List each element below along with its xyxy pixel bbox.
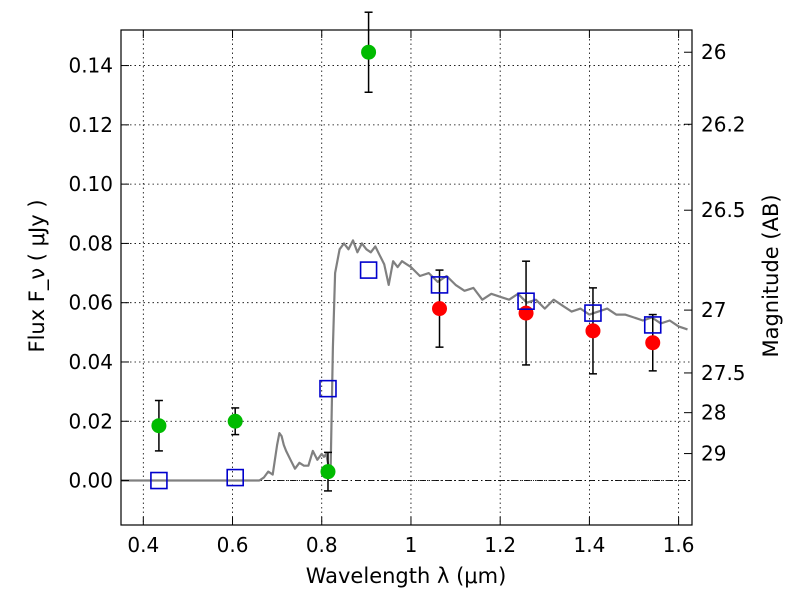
y-axis-title: Flux F_ν ( μJy ): [25, 199, 50, 352]
x-tick-label: 0.4: [127, 533, 159, 557]
x-tick-label: 0.8: [306, 533, 338, 557]
data-point-square: [430, 276, 449, 294]
y2-tick-label: 26.5: [701, 198, 746, 222]
x-tick-label: 1.4: [573, 533, 605, 557]
data-point-circle: [585, 323, 601, 339]
data-point-square: [584, 304, 602, 322]
x-tick-label: 1.6: [663, 533, 695, 557]
data-point-square: [150, 471, 168, 490]
tick-labels: 0.4 0.6 0.8 1 1.2 1.4 1.6 0.00 0.02 0.04 0.06 0.08 0…: [68, 40, 745, 557]
y2-tick-label: 26: [701, 40, 726, 64]
plot-frame: [120, 29, 693, 526]
data-point-square: [359, 261, 378, 279]
x-tick-label: 1: [405, 533, 418, 557]
data-point-square: [226, 468, 244, 487]
y-tick-label: 0.06: [68, 291, 113, 315]
data-point-circle: [645, 335, 661, 351]
y-tick-label: 0.12: [68, 113, 113, 137]
data-point-circle: [227, 413, 243, 429]
x-tick-label: 1.2: [484, 533, 516, 557]
data-point-circle: [361, 44, 377, 60]
data-markers: [150, 44, 662, 490]
axis-ticks: [121, 30, 692, 525]
data-point-square: [643, 316, 662, 334]
y-tick-label: 0.00: [68, 469, 113, 493]
y-tick-label: 0.10: [68, 172, 113, 196]
y2-axis-title: Magnitude (AB): [759, 194, 783, 357]
data-point-circle: [151, 418, 167, 434]
x-axis-title: Wavelength λ (μm): [306, 564, 507, 588]
y2-tick-label: 28: [701, 401, 726, 425]
y2-tick-label: 26.2: [701, 112, 746, 136]
y-tick-label: 0.04: [68, 350, 113, 374]
model-spectrum-line: [121, 239, 688, 482]
model-spectrum: [121, 239, 688, 482]
y-tick-label: 0.02: [68, 409, 113, 433]
y-tick-label: 0.14: [68, 54, 113, 78]
y2-tick-label: 27: [701, 298, 726, 322]
data-point-circle: [320, 464, 336, 480]
x-tick-label: 0.6: [217, 533, 249, 557]
data-point-circle: [432, 301, 448, 317]
y-tick-label: 0.08: [68, 231, 113, 255]
data-point-square: [517, 292, 535, 311]
data-point-circle: [518, 305, 534, 321]
data-point-square: [319, 379, 337, 398]
grid-lines: [121, 30, 692, 525]
y2-tick-label: 27.5: [701, 361, 746, 385]
y2-tick-label: 29: [701, 442, 726, 466]
